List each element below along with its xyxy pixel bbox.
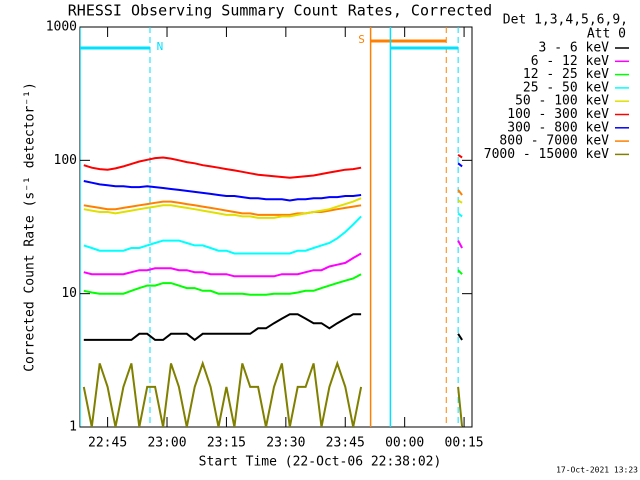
legend-label: 25 - 50 keV — [523, 80, 609, 95]
y-tick-label: 100 — [54, 153, 77, 168]
series-line — [83, 189, 463, 216]
y-axis-label: Corrected Count Rate (s⁻¹ detector⁻¹) — [23, 82, 38, 372]
flag-label: N — [157, 40, 164, 53]
series-line — [83, 197, 463, 219]
plot-frame — [79, 26, 473, 428]
legend-label: 50 - 100 keV — [515, 94, 609, 109]
x-tick-label: 00:00 — [385, 436, 424, 451]
series-line — [83, 153, 463, 179]
y-tick-label: 1000 — [46, 20, 77, 35]
legend-label: 300 - 800 keV — [507, 120, 609, 135]
y-tick-label: 1 — [69, 420, 77, 435]
x-tick-label: 23:15 — [207, 436, 246, 451]
legend-label: 100 - 300 keV — [507, 107, 609, 122]
series-line — [83, 269, 463, 296]
legend-header: Att 0 — [587, 27, 626, 42]
series-line — [83, 212, 463, 255]
legend-label: 7000 - 15000 keV — [484, 147, 609, 162]
y-tick-label: 10 — [61, 286, 77, 301]
x-tick-label: 22:45 — [88, 436, 127, 451]
chart-title: RHESSI Observing Summary Count Rates, Co… — [68, 2, 492, 20]
x-axis-label: Start Time (22-Oct-06 22:38:02) — [199, 455, 442, 470]
x-tick-label: 23:00 — [147, 436, 186, 451]
legend-label: 12 - 25 keV — [523, 67, 609, 82]
series-line — [83, 313, 463, 342]
plot-area — [80, 27, 464, 427]
x-tick-label: 23:30 — [266, 436, 305, 451]
x-tick-label: 00:15 — [445, 436, 484, 451]
legend-label: 6 - 12 keV — [531, 54, 609, 69]
flag-label: S — [358, 33, 365, 46]
series-line — [83, 162, 463, 202]
series-line — [82, 360, 464, 427]
legend-label: 3 - 6 keV — [539, 41, 610, 56]
legend-label: 800 - 7000 keV — [499, 134, 609, 149]
series-line — [83, 240, 463, 278]
legend-header: Det 1,3,4,5,6,9, — [503, 13, 628, 28]
x-tick-label: 23:45 — [326, 436, 365, 451]
footer: 17-Oct-2021 13:23 — [556, 466, 638, 475]
